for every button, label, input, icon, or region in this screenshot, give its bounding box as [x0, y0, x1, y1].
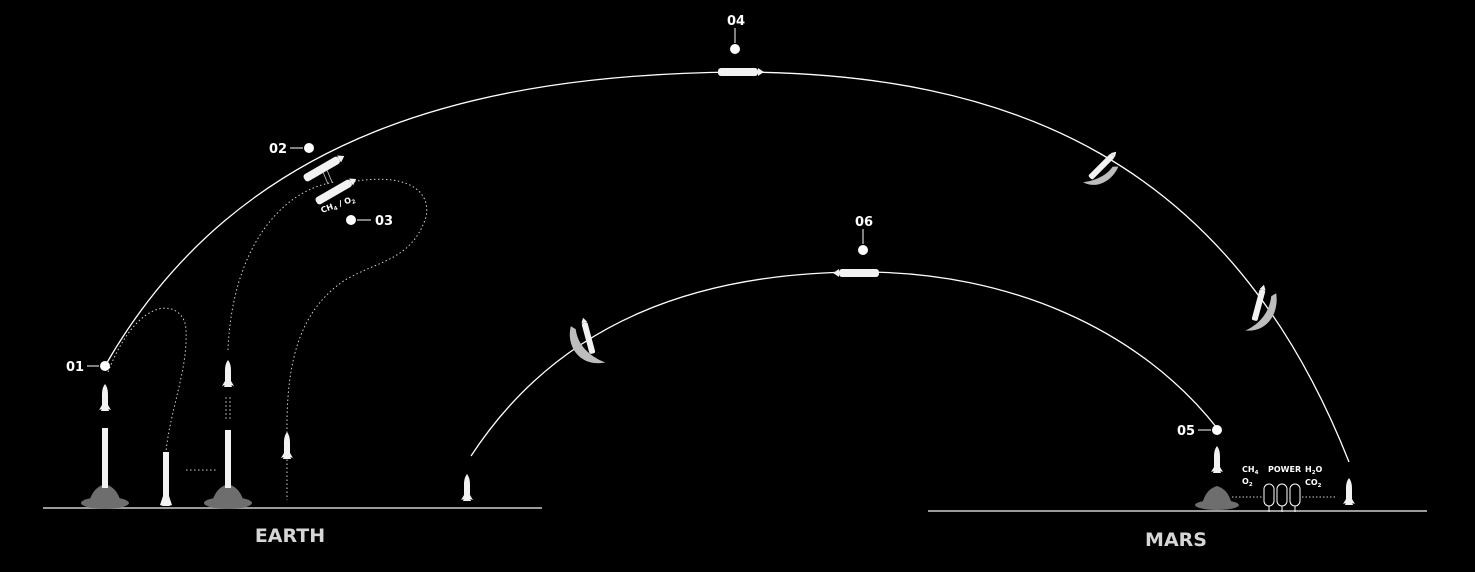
- svg-text:06: 06: [855, 215, 873, 230]
- svg-text:CO2: CO2: [1305, 478, 1322, 489]
- ship-landed-mars: [1343, 478, 1355, 505]
- svg-text:03: 03: [375, 214, 393, 229]
- svg-text:05: 05: [1177, 424, 1195, 439]
- earth-label: EARTH: [255, 525, 325, 547]
- svg-text:H2O: H2O: [1305, 465, 1323, 476]
- launch-stack-1: [81, 384, 129, 509]
- ship-return-transit: [833, 269, 879, 277]
- ship-return-earth: [461, 474, 473, 501]
- step-marker-03: 03: [346, 214, 393, 229]
- ship-in-orbit: [303, 155, 345, 182]
- step-marker-05: 05: [1177, 424, 1222, 439]
- propellant-plant-icon: [1232, 483, 1336, 512]
- svg-text:CH4 / O2: CH4 / O2: [320, 194, 357, 217]
- svg-text:CH4: CH4: [1242, 465, 1259, 476]
- tanker-launch-path: [227, 181, 336, 351]
- step-marker-04: 04: [727, 14, 745, 54]
- step-marker-06: 06: [855, 215, 873, 255]
- mars-label: MARS: [1145, 529, 1207, 551]
- power-label: POWER: [1268, 465, 1301, 474]
- svg-text:01: 01: [66, 360, 84, 375]
- booster-landed: [160, 452, 172, 506]
- tanker-docking: [315, 178, 357, 205]
- launch-stack-2: [204, 360, 252, 509]
- tanker-landing: [281, 432, 293, 459]
- isru-labels: CH4 O2 POWER H2O CO2: [1242, 465, 1323, 489]
- ship-in-transit: [718, 68, 764, 76]
- ship-earth-entry: [569, 317, 606, 364]
- refuel-label: CH4 / O2: [320, 194, 357, 217]
- ship-mars-launch: [1195, 446, 1239, 510]
- svg-text:O2: O2: [1242, 477, 1253, 488]
- step-marker-02: 02: [269, 142, 314, 157]
- earth-to-mars-trajectory: [104, 71, 1350, 463]
- ship-mars-entry-2: [1245, 284, 1277, 331]
- booster-return-path: [107, 307, 187, 453]
- ship-mars-entry-1: [1083, 151, 1119, 185]
- svg-text:04: 04: [727, 14, 745, 29]
- svg-text:02: 02: [269, 142, 287, 157]
- tanker-return-path: [286, 178, 428, 500]
- step-marker-01: 01: [66, 360, 110, 375]
- mars-to-earth-trajectory: [470, 271, 1218, 457]
